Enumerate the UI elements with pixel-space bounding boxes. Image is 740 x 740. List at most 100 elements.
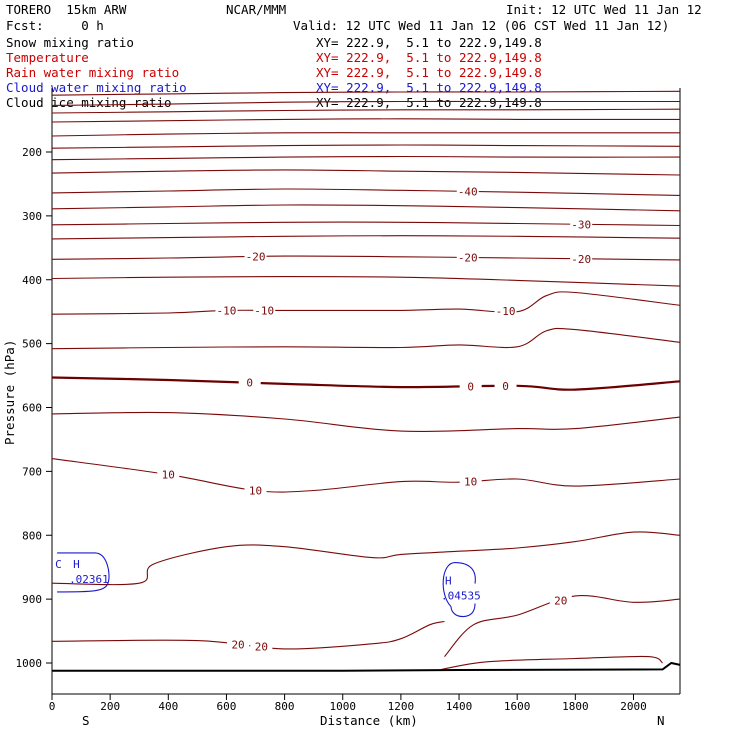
isotherm-label: 10 xyxy=(464,476,477,489)
isotherm-line xyxy=(51,458,681,493)
field-label-rain: Rain water mixing ratio xyxy=(6,65,179,80)
forecast-hour: Fcst: 0 h xyxy=(6,18,104,33)
cloud-max-value: .04535 xyxy=(441,590,481,603)
x-tick-label: 1800 xyxy=(562,700,589,713)
isotherm-line xyxy=(51,376,681,391)
isotherm-label-bg xyxy=(227,638,250,651)
isotherm-line xyxy=(51,90,681,96)
isotherm-line xyxy=(51,204,681,212)
isotherm-label: 20 xyxy=(231,639,244,652)
isotherm-line xyxy=(51,155,681,161)
isotherm-line xyxy=(51,255,681,261)
temperature-contours: -40 -30 -20 -20 -20 -10 -10 -10 0 0 0 10 10 10 20 20 20 xyxy=(51,90,681,670)
cloud-max-label: H xyxy=(445,575,452,588)
field-xy-temperature: XY= 222.9, 5.1 to 222.9,149.8 xyxy=(316,50,542,65)
x-tick-label: 600 xyxy=(217,700,237,713)
field-xy-cloud-water: XY= 222.9, 5.1 to 222.9,149.8 xyxy=(316,80,542,95)
isotherm-label-bg xyxy=(215,304,238,317)
y-tick-label: 400 xyxy=(22,274,42,287)
isotherm-line xyxy=(51,276,681,287)
isotherm-label-bg xyxy=(459,475,482,488)
y-tick-label: 600 xyxy=(22,402,42,415)
isotherm-line xyxy=(51,118,681,123)
isotherm-label: 0 xyxy=(246,377,253,390)
x-axis-title: Distance (km) xyxy=(320,713,418,728)
isotherm-label: 0 xyxy=(467,380,474,393)
isotherm-line xyxy=(51,188,681,196)
y-tick-label: 500 xyxy=(22,338,42,351)
isotherm-line xyxy=(51,411,681,433)
cloud-annotation: C xyxy=(55,558,62,571)
y-tick-label: 800 xyxy=(22,529,42,542)
x-tick-label: 1400 xyxy=(446,700,473,713)
y-tick-label: 900 xyxy=(22,593,42,606)
y-axis-ticks: 200 300 400 500 600 700 800 900 1000 xyxy=(16,146,52,670)
isotherm-label: 20 xyxy=(554,595,567,608)
field-label-snow: Snow mixing ratio xyxy=(6,35,134,50)
isotherm-label-bg xyxy=(456,251,479,264)
x-end-label-left: S xyxy=(82,713,90,728)
x-tick-label: 0 xyxy=(49,700,56,713)
isotherm-label-bg xyxy=(250,640,273,653)
cloud-max-value: .02361 xyxy=(69,573,109,586)
terrain-surface xyxy=(52,661,681,672)
isotherm-label: 10 xyxy=(249,485,262,498)
isotherm-line xyxy=(51,108,681,114)
isotherm-label-bg xyxy=(244,484,267,497)
isotherm-label: -40 xyxy=(458,185,478,198)
field-label-cloud-water: Cloud water mixing ratio xyxy=(6,80,187,95)
x-tick-label: 200 xyxy=(100,700,120,713)
isotherm-label: 10 xyxy=(162,469,175,482)
isotherm-line xyxy=(51,235,681,240)
isotherm-label: -10 xyxy=(217,304,237,317)
terrain-line xyxy=(52,661,681,672)
isotherm-label-bg xyxy=(570,252,593,265)
isotherm-label-bg xyxy=(494,305,517,318)
x-end-label-right: N xyxy=(657,713,665,728)
isotherm-label: 20 xyxy=(255,641,268,654)
isotherm-label: -20 xyxy=(571,253,591,266)
isotherm-label: -20 xyxy=(458,251,478,264)
field-xy-cloud-ice: XY= 222.9, 5.1 to 222.9,149.8 xyxy=(316,95,542,110)
x-tick-label: 1000 xyxy=(329,700,356,713)
x-tick-label: 400 xyxy=(158,700,178,713)
isotherm-label-bg xyxy=(549,594,572,607)
isotherm-line xyxy=(51,221,681,227)
field-xy-rain: XY= 222.9, 5.1 to 222.9,149.8 xyxy=(316,65,542,80)
isotherm-label-bg xyxy=(253,304,276,317)
isotherm-line xyxy=(51,531,681,586)
x-tick-label: 800 xyxy=(275,700,295,713)
field-legend: Snow mixing ratio XY= 222.9, 5.1 to 222.… xyxy=(6,35,542,110)
field-label-temperature: Temperature xyxy=(6,50,89,65)
org-title: NCAR/MMM xyxy=(226,2,286,17)
isotherm-label: 0 xyxy=(502,380,509,393)
model-title: TORERO 15km ARW xyxy=(6,2,127,17)
isotherm-label: -20 xyxy=(246,251,266,264)
isotherm-label-bg xyxy=(456,185,479,198)
x-axis-ticks: 0 200 400 600 800 1000 1200 1400 1600 1800 2000 xyxy=(49,694,647,713)
isotherm-line xyxy=(51,132,680,137)
isotherm-label-bg xyxy=(238,376,261,389)
y-axis-title: Pressure (hPa) xyxy=(2,340,17,445)
isotherm-label-bg xyxy=(494,379,517,392)
isotherm-label-bg xyxy=(244,250,267,263)
valid-time: Valid: 12 UTC Wed 11 Jan 12 (06 CST Wed … xyxy=(293,18,669,33)
isotherm-label: -10 xyxy=(254,304,274,317)
isotherm-label-bg xyxy=(570,218,593,231)
isotherm-line xyxy=(51,327,681,350)
cloud-max-label: H xyxy=(73,558,80,571)
isotherm-line xyxy=(51,100,680,106)
isotherm-label-bg xyxy=(157,468,180,481)
isotherm-label: -10 xyxy=(496,305,516,318)
y-tick-label: 1000 xyxy=(16,657,43,670)
isotherm-line xyxy=(51,620,445,650)
y-tick-label: 700 xyxy=(22,465,42,478)
y-tick-label: 300 xyxy=(22,210,42,223)
field-label-cloud-ice: Cloud ice mixing ratio xyxy=(6,95,172,110)
cloud-water-contour xyxy=(442,561,476,618)
x-tick-label: 1600 xyxy=(504,700,531,713)
isotherm-line xyxy=(441,655,663,670)
isotherm-line xyxy=(51,144,681,149)
